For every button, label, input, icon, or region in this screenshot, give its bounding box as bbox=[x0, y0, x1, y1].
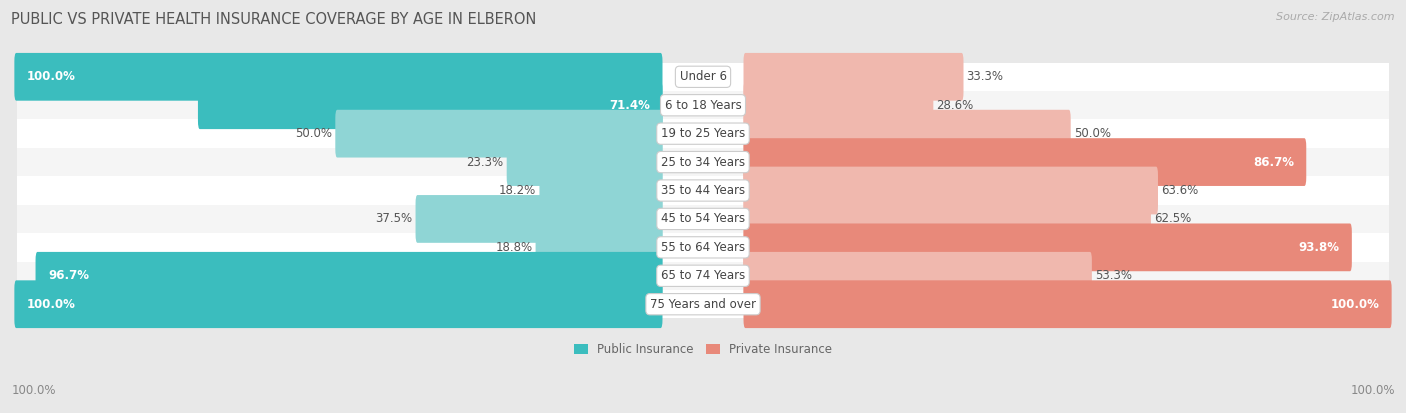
Text: 96.7%: 96.7% bbox=[48, 269, 89, 282]
FancyBboxPatch shape bbox=[744, 252, 1092, 300]
FancyBboxPatch shape bbox=[540, 166, 662, 214]
Text: 23.3%: 23.3% bbox=[467, 156, 503, 169]
FancyBboxPatch shape bbox=[35, 252, 662, 300]
Text: 50.0%: 50.0% bbox=[1074, 127, 1111, 140]
Legend: Public Insurance, Private Insurance: Public Insurance, Private Insurance bbox=[569, 339, 837, 361]
Text: 19 to 25 Years: 19 to 25 Years bbox=[661, 127, 745, 140]
Text: 25 to 34 Years: 25 to 34 Years bbox=[661, 156, 745, 169]
FancyBboxPatch shape bbox=[536, 223, 662, 271]
FancyBboxPatch shape bbox=[17, 290, 1389, 318]
FancyBboxPatch shape bbox=[198, 81, 662, 129]
FancyBboxPatch shape bbox=[335, 110, 662, 157]
FancyBboxPatch shape bbox=[17, 176, 1389, 205]
Text: 100.0%: 100.0% bbox=[27, 70, 76, 83]
FancyBboxPatch shape bbox=[17, 119, 1389, 148]
FancyBboxPatch shape bbox=[744, 81, 934, 129]
Text: 28.6%: 28.6% bbox=[936, 99, 974, 112]
Text: 18.8%: 18.8% bbox=[495, 241, 533, 254]
Text: PUBLIC VS PRIVATE HEALTH INSURANCE COVERAGE BY AGE IN ELBERON: PUBLIC VS PRIVATE HEALTH INSURANCE COVER… bbox=[11, 12, 537, 27]
Text: 100.0%: 100.0% bbox=[27, 298, 76, 311]
Text: 93.8%: 93.8% bbox=[1298, 241, 1340, 254]
FancyBboxPatch shape bbox=[416, 195, 662, 243]
Text: 6 to 18 Years: 6 to 18 Years bbox=[665, 99, 741, 112]
FancyBboxPatch shape bbox=[17, 233, 1389, 261]
Text: 55 to 64 Years: 55 to 64 Years bbox=[661, 241, 745, 254]
Text: 33.3%: 33.3% bbox=[966, 70, 1004, 83]
FancyBboxPatch shape bbox=[744, 223, 1351, 271]
FancyBboxPatch shape bbox=[744, 166, 1159, 214]
FancyBboxPatch shape bbox=[744, 53, 963, 101]
FancyBboxPatch shape bbox=[744, 138, 1306, 186]
Text: 62.5%: 62.5% bbox=[1154, 212, 1191, 225]
Text: 86.7%: 86.7% bbox=[1253, 156, 1294, 169]
Text: 18.2%: 18.2% bbox=[499, 184, 536, 197]
Text: 100.0%: 100.0% bbox=[11, 384, 56, 397]
Text: 53.3%: 53.3% bbox=[1095, 269, 1132, 282]
Text: 100.0%: 100.0% bbox=[1350, 384, 1395, 397]
FancyBboxPatch shape bbox=[17, 91, 1389, 119]
FancyBboxPatch shape bbox=[14, 280, 662, 328]
Text: 75 Years and over: 75 Years and over bbox=[650, 298, 756, 311]
Text: 100.0%: 100.0% bbox=[1330, 298, 1379, 311]
Text: Under 6: Under 6 bbox=[679, 70, 727, 83]
FancyBboxPatch shape bbox=[744, 195, 1152, 243]
FancyBboxPatch shape bbox=[744, 280, 1392, 328]
Text: 37.5%: 37.5% bbox=[375, 212, 412, 225]
FancyBboxPatch shape bbox=[17, 63, 1389, 91]
Text: 50.0%: 50.0% bbox=[295, 127, 332, 140]
FancyBboxPatch shape bbox=[744, 110, 1071, 157]
FancyBboxPatch shape bbox=[17, 261, 1389, 290]
Text: 71.4%: 71.4% bbox=[609, 99, 650, 112]
Text: 35 to 44 Years: 35 to 44 Years bbox=[661, 184, 745, 197]
Text: 65 to 74 Years: 65 to 74 Years bbox=[661, 269, 745, 282]
FancyBboxPatch shape bbox=[14, 53, 662, 101]
Text: Source: ZipAtlas.com: Source: ZipAtlas.com bbox=[1277, 12, 1395, 22]
Text: 63.6%: 63.6% bbox=[1161, 184, 1198, 197]
Text: 45 to 54 Years: 45 to 54 Years bbox=[661, 212, 745, 225]
FancyBboxPatch shape bbox=[17, 205, 1389, 233]
FancyBboxPatch shape bbox=[17, 148, 1389, 176]
FancyBboxPatch shape bbox=[506, 138, 662, 186]
